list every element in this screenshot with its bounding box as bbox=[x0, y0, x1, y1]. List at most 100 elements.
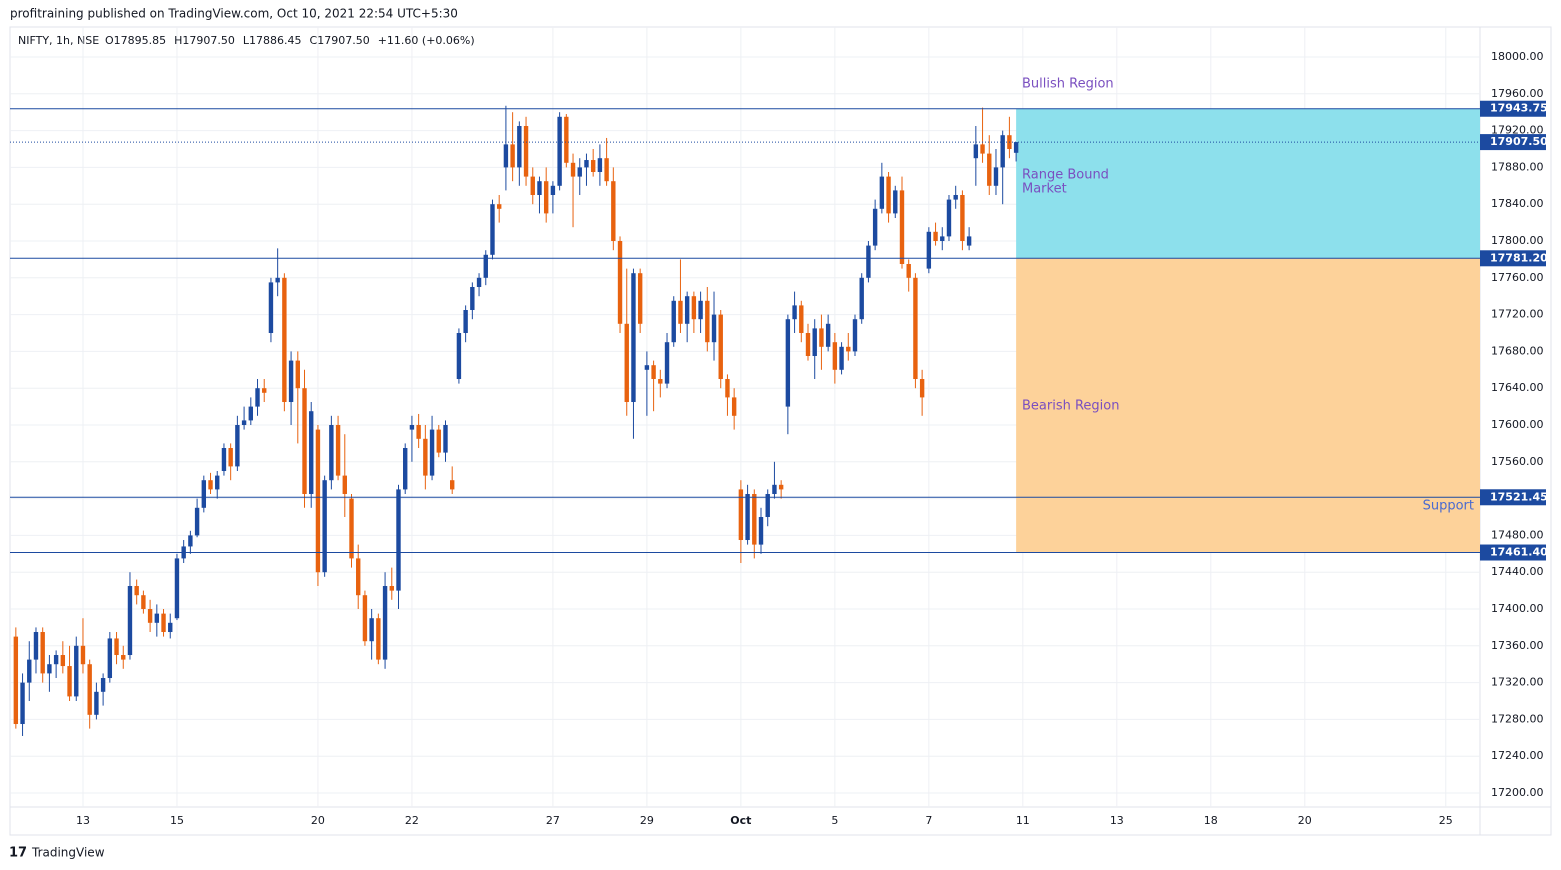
candle-body bbox=[369, 618, 374, 642]
candle-body bbox=[114, 638, 119, 656]
candle-body bbox=[919, 379, 925, 398]
candle-body bbox=[537, 181, 542, 195]
candle-body bbox=[463, 310, 468, 334]
candle-body bbox=[154, 613, 160, 623]
candle-body bbox=[644, 365, 650, 370]
candle-body bbox=[523, 125, 529, 177]
candle-body bbox=[215, 475, 220, 490]
candle-body bbox=[33, 632, 39, 660]
candle-body bbox=[510, 144, 515, 168]
annotation: Market bbox=[1022, 182, 1067, 197]
y-tick-label: 17320.00 bbox=[1491, 676, 1544, 689]
candle-body bbox=[409, 425, 415, 430]
x-tick-label: 20 bbox=[1298, 814, 1312, 827]
candle-body bbox=[819, 328, 824, 347]
last-price-label: 17907.50 bbox=[1490, 135, 1548, 148]
candle-body bbox=[1000, 135, 1005, 168]
candle-body bbox=[322, 480, 327, 573]
y-tick-label: 17200.00 bbox=[1491, 786, 1544, 799]
candle-body bbox=[382, 586, 388, 660]
candle-body bbox=[443, 425, 448, 453]
candle-body bbox=[631, 273, 636, 403]
candle-body bbox=[262, 388, 267, 393]
x-tick-label: 13 bbox=[1110, 814, 1124, 827]
candle-body bbox=[228, 448, 233, 467]
candle-body bbox=[255, 388, 260, 407]
level-label: 17521.45 bbox=[1490, 490, 1548, 503]
candle-body bbox=[765, 494, 770, 518]
y-tick-label: 17920.00 bbox=[1491, 124, 1544, 137]
candle-body bbox=[423, 438, 428, 476]
candle-body bbox=[168, 622, 173, 633]
x-tick-label: 25 bbox=[1439, 814, 1453, 827]
candle-body bbox=[161, 613, 166, 633]
candle-body bbox=[550, 185, 556, 195]
candle-body bbox=[295, 360, 300, 389]
candle-body bbox=[416, 425, 421, 439]
level-tag bbox=[1480, 489, 1546, 506]
candle-body bbox=[805, 333, 811, 357]
y-tick-label: 17360.00 bbox=[1491, 639, 1544, 652]
y-tick-label: 17680.00 bbox=[1491, 344, 1544, 357]
candle-body bbox=[248, 406, 254, 421]
level-tag bbox=[1480, 100, 1546, 117]
candle-body bbox=[1013, 142, 1019, 153]
candle-body bbox=[886, 176, 891, 214]
candle-body bbox=[738, 489, 744, 541]
candle-body bbox=[40, 632, 45, 674]
candle-body bbox=[792, 305, 797, 320]
candle-body bbox=[611, 181, 616, 241]
candle-body bbox=[543, 181, 549, 214]
y-tick-label: 17560.00 bbox=[1491, 455, 1544, 468]
y-tick-label: 17600.00 bbox=[1491, 418, 1544, 431]
candle-body bbox=[973, 144, 979, 159]
y-tick-label: 17720.00 bbox=[1491, 308, 1544, 321]
y-tick-label: 17640.00 bbox=[1491, 381, 1544, 394]
zone bbox=[1016, 258, 1480, 553]
candle-body bbox=[47, 664, 52, 674]
candle-body bbox=[906, 263, 911, 278]
candle-body bbox=[450, 480, 455, 490]
y-tick-label: 17840.00 bbox=[1491, 197, 1544, 210]
level-tag bbox=[1480, 250, 1546, 267]
candle-body bbox=[745, 494, 750, 541]
candle-body bbox=[960, 194, 965, 241]
y-tick-label: 17480.00 bbox=[1491, 528, 1544, 541]
candle-body bbox=[275, 277, 280, 283]
candle-body bbox=[671, 300, 676, 343]
header: profitraining published on TradingView.c… bbox=[10, 7, 458, 21]
y-tick-label: 17800.00 bbox=[1491, 234, 1544, 247]
candle-body bbox=[94, 691, 99, 715]
candle-body bbox=[684, 296, 690, 324]
candle-body bbox=[966, 236, 972, 246]
x-tick-label: 7 bbox=[925, 814, 932, 827]
candle-body bbox=[852, 319, 858, 352]
candle-body bbox=[302, 388, 307, 495]
candle-body bbox=[946, 199, 952, 237]
candle-body bbox=[772, 484, 777, 495]
candle-body bbox=[20, 682, 25, 725]
symbol: NIFTY, 1h, NSE bbox=[18, 34, 99, 47]
annotation: Bullish Region bbox=[1022, 77, 1114, 92]
candle-body bbox=[188, 535, 193, 547]
x-tick-label: 20 bbox=[311, 814, 325, 827]
candle-body bbox=[503, 144, 509, 168]
candle-body bbox=[436, 429, 441, 453]
candle-body bbox=[799, 305, 804, 334]
candle-body bbox=[362, 595, 368, 642]
x-tick-label: 22 bbox=[405, 814, 419, 827]
x-tick-label: 27 bbox=[546, 814, 560, 827]
candle-body bbox=[953, 194, 958, 200]
candle-body bbox=[335, 425, 341, 476]
legend-item: +11.60 (+0.06%) bbox=[378, 34, 475, 47]
legend-item: O17895.85 bbox=[105, 34, 166, 47]
candle-body bbox=[74, 645, 79, 697]
logo: 17 bbox=[9, 846, 27, 861]
candle-body bbox=[678, 300, 683, 324]
candle-body bbox=[590, 160, 596, 172]
candle-body bbox=[403, 448, 408, 490]
candle-body bbox=[389, 586, 394, 591]
y-tick-label: 17400.00 bbox=[1491, 602, 1544, 615]
candle-body bbox=[141, 595, 146, 610]
